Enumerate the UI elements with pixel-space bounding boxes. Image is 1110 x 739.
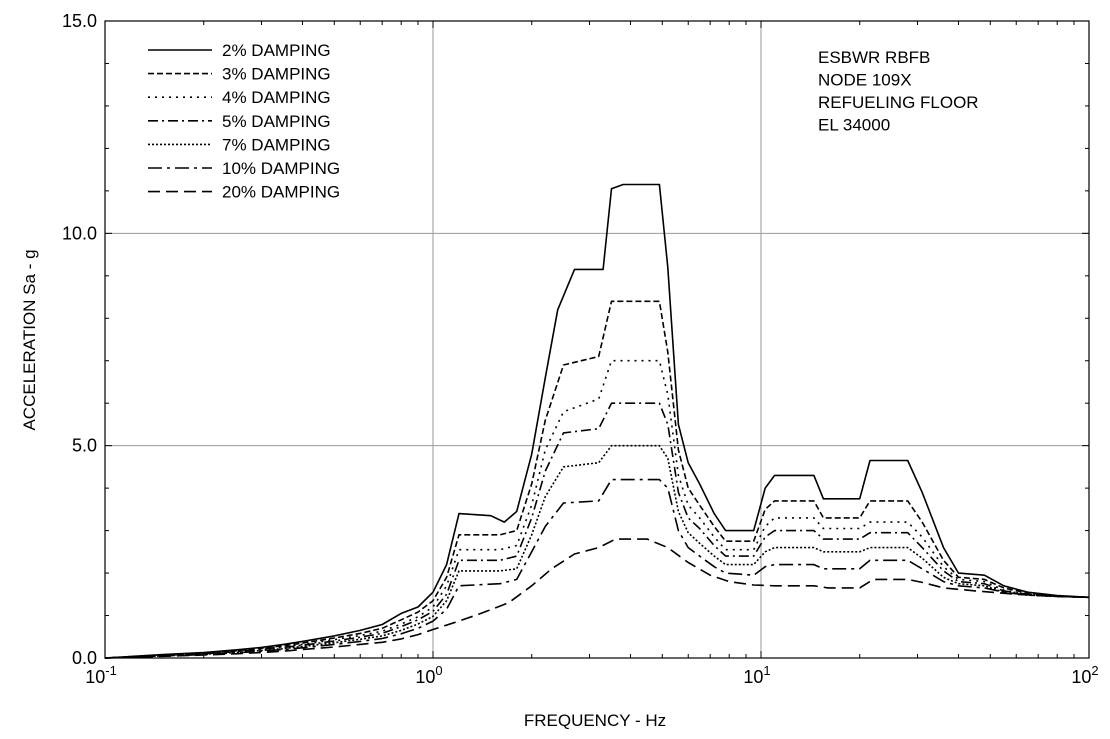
legend-label: 10% DAMPING	[222, 159, 340, 178]
legend-label: 7% DAMPING	[222, 135, 331, 154]
y-tick-label: 15.0	[62, 11, 97, 31]
annotation-line: NODE 109X	[818, 71, 912, 90]
series-group	[104, 183, 1090, 659]
series-line	[104, 444, 1090, 659]
legend-label: 3% DAMPING	[222, 65, 331, 84]
y-tick-label: 0.0	[72, 648, 97, 668]
y-tick-label: 5.0	[72, 436, 97, 456]
x-tick-label: 100	[415, 663, 442, 687]
series-line	[104, 538, 1090, 659]
annotation-block: ESBWR RBFB NODE 109X REFUELING FLOOR EL 340…	[818, 48, 979, 135]
annotation-line: ESBWR RBFB	[818, 48, 930, 67]
plot-frame	[104, 20, 1090, 659]
x-tick-label: 102	[1071, 663, 1098, 687]
y-axis-title: ACCELERATION Sa - g	[20, 249, 39, 430]
series-line	[104, 300, 1090, 659]
legend-label: 4% DAMPING	[222, 88, 331, 107]
x-axis-title: FREQUENCY - Hz	[524, 711, 666, 730]
annotation-line: EL 34000	[818, 116, 890, 135]
series-line	[104, 359, 1090, 659]
legend: 2% DAMPING 3% DAMPING 4% DAMPING 5% DAMPING…	[148, 41, 340, 202]
legend-label: 20% DAMPING	[222, 183, 340, 202]
tick-labels: 10-1 100 101 102 0.0 5.0 10.0 15.0	[62, 11, 1099, 687]
minor-ticks	[104, 20, 1089, 659]
legend-label: 2% DAMPING	[222, 41, 331, 60]
x-tick-label: 10-1	[85, 663, 117, 687]
legend-label: 5% DAMPING	[222, 112, 331, 131]
series-line	[104, 402, 1090, 659]
annotation-line: REFUELING FLOOR	[818, 93, 979, 112]
x-tick-label: 101	[743, 663, 770, 687]
series-line	[104, 183, 1090, 659]
series-line	[104, 478, 1090, 659]
y-tick-label: 10.0	[62, 223, 97, 243]
